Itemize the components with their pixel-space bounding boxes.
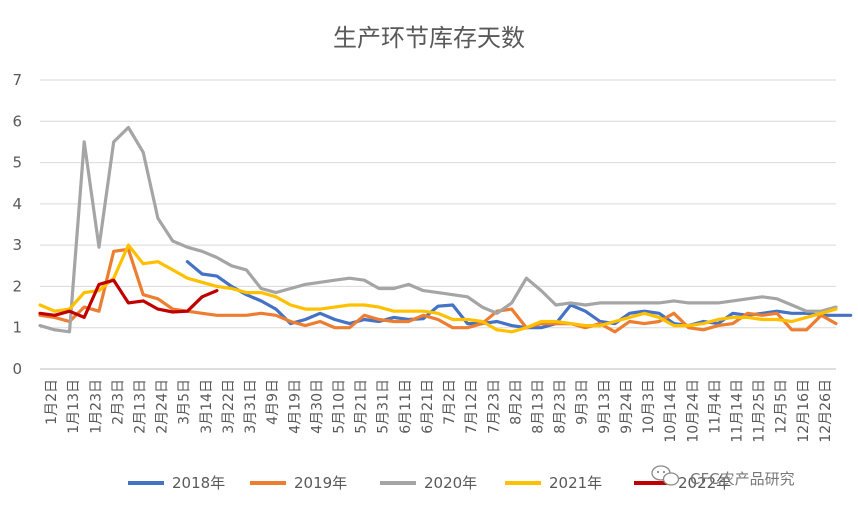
x-tick-label: 5月21日 <box>354 379 370 434</box>
x-tick-label: 10月14日 <box>663 379 679 443</box>
x-tick-label: 7月23日 <box>486 379 502 434</box>
legend-label: 2018年 <box>172 474 225 492</box>
x-tick-label: 4月30日 <box>309 379 325 434</box>
x-tick-label: 10月3日 <box>641 379 657 434</box>
x-tick-label: 8月23日 <box>553 379 569 434</box>
legend-label: 2021年 <box>549 474 602 492</box>
x-tick-label: 3月22日 <box>221 379 237 434</box>
x-tick-label: 2月24日 <box>155 379 171 434</box>
x-tick-label: 3月5日 <box>177 379 193 425</box>
x-tick-label: 9月24日 <box>619 379 635 434</box>
y-tick-label: 2 <box>12 277 22 295</box>
y-tick-label: 1 <box>12 319 22 337</box>
legend: 2018年 2019年 2020年 2021年 2022年 <box>128 474 731 492</box>
x-tick-label: 5月31日 <box>376 379 392 434</box>
series-line-2022年 <box>38 278 219 319</box>
x-tick-label: 9月13日 <box>597 379 613 434</box>
x-tick-label: 3月14日 <box>199 379 215 434</box>
y-tick-label: 7 <box>12 71 22 89</box>
x-tick-label: 5月10日 <box>332 379 348 434</box>
x-tick-label: 2月3日 <box>110 379 126 425</box>
x-tick-label: 12月5日 <box>774 379 790 434</box>
x-axis-ticks: 1月2日 1月13日 1月23日 2月3日 2月13日 2月24日 3月5日 3月14日 3月2… <box>44 379 834 443</box>
series-line-2021年 <box>38 243 838 334</box>
x-tick-label: 8月13日 <box>531 379 547 434</box>
x-tick-label: 2月13日 <box>133 379 149 434</box>
x-tick-label: 8月2日 <box>508 379 524 425</box>
x-tick-label: 7月12日 <box>464 379 480 434</box>
x-tick-label: 6月11日 <box>398 379 414 434</box>
y-tick-label: 4 <box>12 195 22 213</box>
x-tick-label: 6月21日 <box>420 379 436 434</box>
series-line-2018年 <box>185 260 853 330</box>
y-tick-label: 5 <box>12 154 22 172</box>
x-tick-label: 1月2日 <box>44 379 60 425</box>
y-tick-label: 0 <box>12 360 22 378</box>
wechat-icon <box>651 465 680 486</box>
x-tick-label: 12月16日 <box>796 379 812 443</box>
x-tick-label: 4月9日 <box>265 379 281 425</box>
legend-label: 2020年 <box>424 474 477 492</box>
x-tick-label: 11月25日 <box>752 379 768 443</box>
series-line-2019年 <box>38 247 838 334</box>
x-tick-label: 11月14日 <box>730 379 746 443</box>
x-tick-label: 7月2日 <box>442 379 458 425</box>
x-tick-label: 4月19日 <box>287 379 303 434</box>
x-tick-label: 9月3日 <box>575 379 591 425</box>
x-tick-label: 3月31日 <box>243 379 259 434</box>
legend-label: 2019年 <box>294 474 347 492</box>
chart-title: 生产环节库存天数 <box>333 24 525 52</box>
legend-label: 2022年 <box>678 474 731 492</box>
y-tick-label: 6 <box>12 112 22 130</box>
x-tick-label: 12月26日 <box>818 379 834 443</box>
series-lines <box>38 125 853 334</box>
watermark: CFC农产品研究 <box>651 465 795 488</box>
gridlines <box>40 79 836 370</box>
x-tick-label: 11月4日 <box>707 379 723 434</box>
y-tick-label: 3 <box>12 236 22 254</box>
watermark-text: CFC农产品研究 <box>690 470 795 488</box>
series-line-2020年 <box>38 125 838 334</box>
x-tick-label: 10月24日 <box>685 379 701 443</box>
x-tick-label: 1月13日 <box>66 379 82 434</box>
x-tick-label: 1月23日 <box>88 379 104 434</box>
y-axis-ticks: 0 1 2 3 4 5 6 7 <box>12 71 22 378</box>
